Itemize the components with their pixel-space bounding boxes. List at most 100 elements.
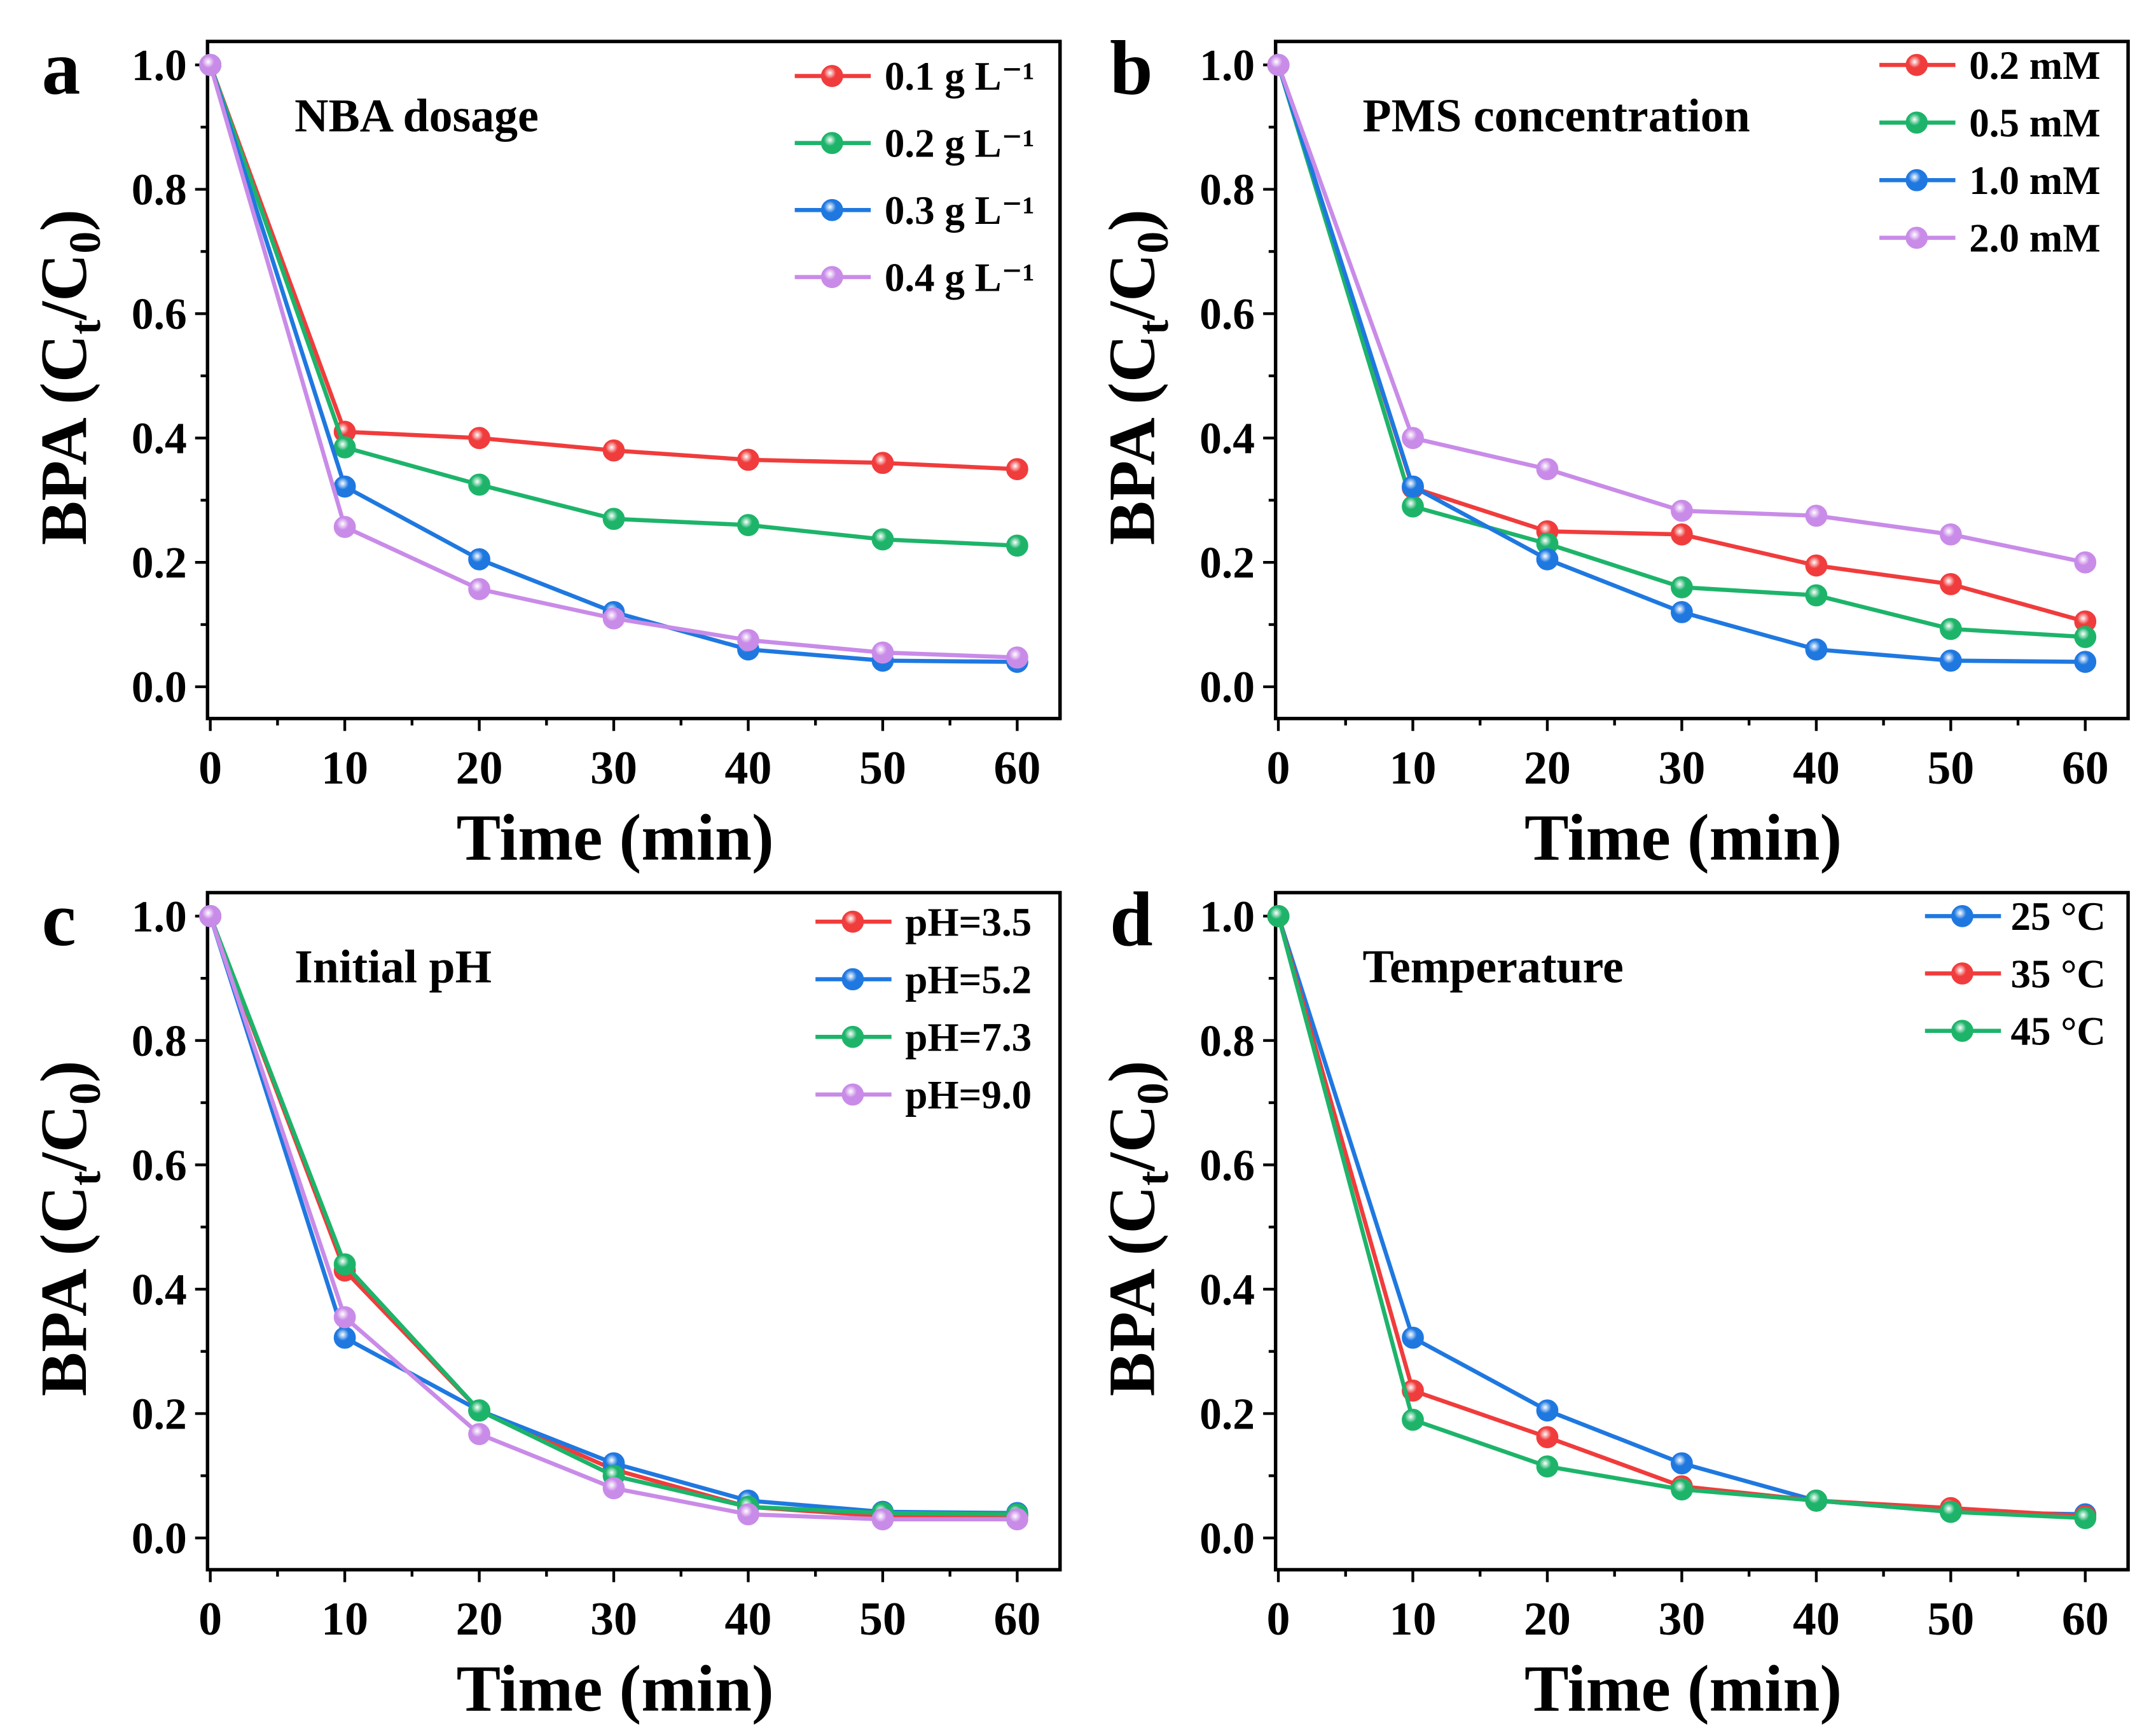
data-point	[1805, 584, 1828, 607]
x-tick-label: 30	[590, 1593, 637, 1645]
x-tick-label: 50	[1927, 1593, 1974, 1645]
data-point	[737, 1503, 759, 1526]
data-point	[1006, 646, 1028, 669]
data-point	[2074, 626, 2097, 648]
x-tick-label: 0	[198, 742, 222, 794]
y-label-part: /C	[1095, 254, 1168, 321]
data-point	[1402, 475, 1424, 498]
x-tick-label: 20	[456, 742, 503, 794]
data-point	[333, 475, 356, 498]
legend-marker	[820, 266, 843, 288]
data-point	[737, 514, 759, 536]
series-line	[208, 915, 1018, 1516]
legend-label: pH=9.0	[905, 1073, 1032, 1118]
x-tick-label: 40	[725, 1593, 772, 1645]
data-point	[1805, 504, 1828, 527]
panel-letter: c	[42, 877, 76, 962]
data-point	[871, 452, 894, 474]
y-label-subscript: 0	[61, 1083, 110, 1105]
y-tick-label: 0.2	[132, 539, 187, 588]
data-point	[199, 53, 222, 76]
x-tick-label: 30	[590, 742, 637, 794]
x-tick-label: 60	[993, 1593, 1040, 1645]
y-tick-label: 0.4	[1199, 1266, 1255, 1315]
data-point	[1402, 1408, 1424, 1431]
data-point	[1536, 458, 1559, 480]
series-line	[1276, 64, 2085, 639]
y-label-subscript: t	[61, 320, 110, 335]
y-tick-label: 0.6	[132, 290, 187, 339]
x-tick-label: 60	[993, 742, 1040, 794]
x-tick-label: 60	[2062, 1593, 2109, 1645]
data-point	[737, 448, 759, 471]
y-tick-label: 0.0	[132, 1514, 187, 1563]
data-point	[602, 607, 625, 630]
panel-a: 0 10 20 30 40 50 60 0.0 0.2 0.4 0.6 0.8 1.0 Time (min…	[27, 26, 1062, 874]
legend-marker	[1951, 1020, 1973, 1042]
y-tick-label: 1.0	[1199, 892, 1255, 941]
y-tick-label: 1.0	[132, 892, 187, 941]
legend-marker	[1905, 111, 1928, 134]
y-label-subscript: 0	[1129, 1083, 1178, 1105]
legend-label: 0.2 mM	[1969, 43, 2100, 88]
legend-marker	[1951, 905, 1973, 927]
legend-marker	[1905, 226, 1928, 249]
panel-d: 0 10 20 30 40 50 60 0.0 0.2 0.4 0.6 0.8 1.0 Time (min…	[1095, 877, 2130, 1726]
legend-marker	[1951, 962, 1973, 985]
data-point	[468, 578, 490, 600]
legend-marker	[1905, 53, 1928, 76]
data-point	[602, 439, 625, 462]
y-label-subscript: 0	[61, 232, 110, 254]
y-label-subscript: 0	[1129, 232, 1178, 254]
x-tick-label: 0	[198, 1593, 222, 1645]
y-label-part: )	[27, 209, 100, 232]
panel-b: 0 10 20 30 40 50 60 0.0 0.2 0.4 0.6 0.8 1.0 Time (min…	[1095, 26, 2130, 874]
data-point	[602, 1477, 625, 1500]
y-axis-label: BPA (Ct/C0)	[27, 1060, 110, 1396]
y-label-part: BPA (C	[27, 1186, 100, 1396]
data-point	[1536, 1426, 1559, 1449]
series-line	[208, 915, 1018, 1521]
y-tick-label: 1.0	[1199, 41, 1255, 90]
y-tick-label: 0.0	[1199, 663, 1255, 712]
legend-marker	[841, 1083, 864, 1106]
data-point	[1536, 548, 1559, 571]
data-point	[1671, 499, 1693, 522]
y-tick-label: 0.8	[132, 166, 187, 215]
x-tick-label: 10	[321, 742, 368, 794]
legend-label: 0.3 g L⁻¹	[885, 188, 1035, 233]
series-line	[1276, 64, 2085, 664]
y-label-subscript: t	[1129, 320, 1178, 335]
x-tick-label: 60	[2062, 742, 2109, 794]
x-axis-label: Time (min)	[1524, 800, 1842, 874]
data-point	[1536, 1455, 1559, 1477]
data-point	[1805, 554, 1828, 577]
data-point	[468, 548, 490, 571]
legend-label: 35 °C	[2010, 951, 2105, 996]
data-point	[2074, 1507, 2097, 1530]
x-axis-label: Time (min)	[1524, 1652, 1842, 1726]
y-axis-label: BPA (Ct/C0)	[1095, 1060, 1178, 1396]
data-point	[468, 427, 490, 450]
data-point	[2074, 651, 2097, 674]
legend-label: 2.0 mM	[1969, 216, 2100, 261]
plot-frame	[1273, 890, 2130, 1572]
legend-label: pH=5.2	[905, 957, 1032, 1002]
legend-label: 0.4 g L⁻¹	[885, 255, 1035, 300]
data-point	[1671, 601, 1693, 623]
data-point	[333, 1326, 356, 1349]
x-tick-label: 40	[1793, 742, 1840, 794]
y-label-part: /C	[27, 254, 100, 321]
x-tick-label: 50	[1927, 742, 1974, 794]
panel-title: NBA dosage	[294, 89, 539, 141]
y-tick-label: 0.2	[132, 1390, 187, 1439]
series-line	[208, 915, 1018, 1517]
series-line	[1276, 915, 2085, 1517]
data-point	[2074, 551, 2097, 574]
legend-label: 0.5 mM	[1969, 100, 2100, 145]
x-tick-label: 50	[859, 1593, 906, 1645]
series-line	[1276, 915, 2085, 1520]
data-point	[333, 1253, 356, 1276]
data-point	[737, 629, 759, 651]
y-label-part: /C	[1095, 1105, 1168, 1172]
